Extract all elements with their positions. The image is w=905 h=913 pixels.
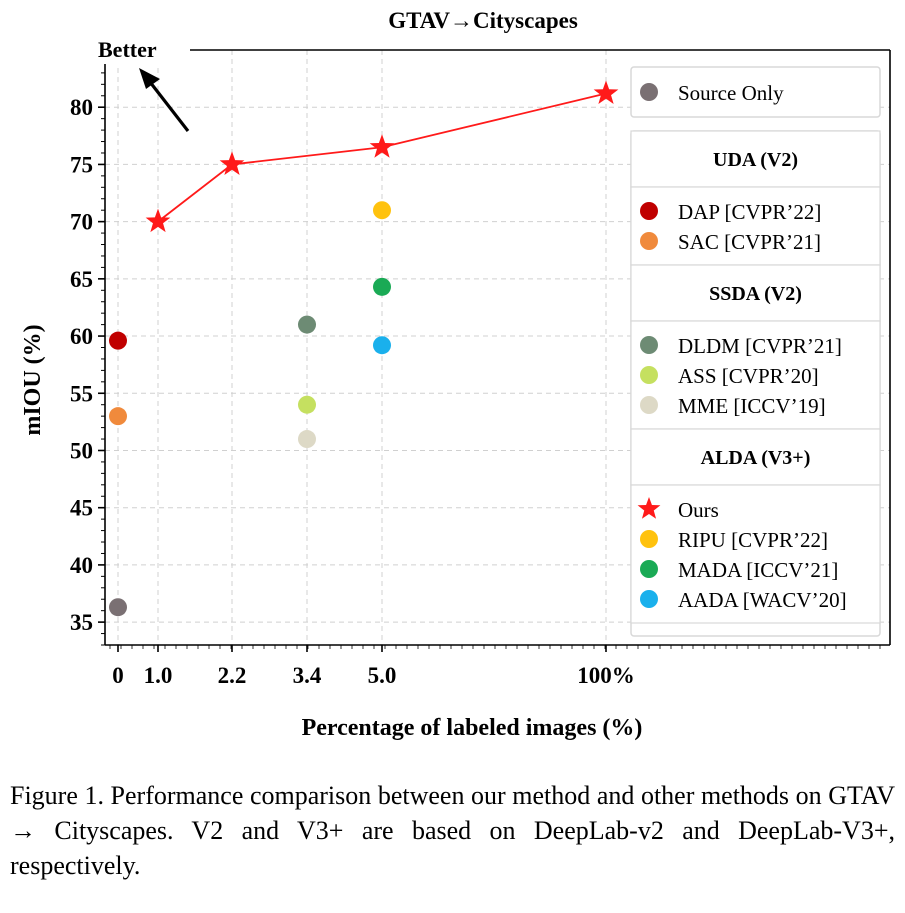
ours-line [157, 92, 607, 223]
x-tick-label: 1.0 [144, 663, 173, 688]
legend-marker [640, 336, 658, 354]
legend-label: MME [ICCV’19] [678, 394, 826, 418]
data-point [373, 277, 391, 296]
data-point [373, 336, 391, 355]
legend-group-title: ALDA (V3+) [701, 447, 811, 469]
legend: Source Only UDA (V2) DAP [CVPR’22] SAC [CVP… [630, 66, 881, 637]
y-axis-label: mIOU (%) [20, 324, 46, 435]
legend-marker [640, 560, 658, 578]
legend-marker [640, 83, 658, 101]
x-axis-label: Percentage of labeled images (%) [302, 715, 643, 741]
data-point-star [145, 208, 171, 233]
legend-marker [640, 530, 658, 548]
x-tick-label: 0 [112, 663, 124, 688]
y-axis: 35 40 45 50 55 60 65 70 75 80 [70, 60, 105, 646]
legend-label: Source Only [678, 81, 784, 105]
legend-label: ASS [CVPR’20] [678, 364, 819, 388]
data-point-star [369, 134, 395, 158]
legend-box [630, 66, 881, 118]
legend-marker [640, 396, 658, 414]
data-point-star [219, 151, 245, 175]
y-tick-label: 55 [70, 381, 93, 406]
legend-marker [640, 366, 658, 384]
legend-marker [640, 232, 658, 250]
y-tick-label: 40 [70, 553, 93, 578]
figure-caption: Figure 1. Performance comparison between… [10, 781, 895, 880]
legend-label: MADA [ICCV’21] [678, 558, 838, 582]
y-tick-label: 70 [70, 210, 93, 235]
x-tick-label: 5.0 [368, 663, 397, 688]
y-tick-label: 80 [70, 95, 93, 120]
better-label-bg [94, 34, 190, 64]
data-point [109, 598, 127, 617]
legend-label: DAP [CVPR’22] [678, 200, 821, 224]
better-arrow-icon [139, 68, 190, 132]
legend-label: SAC [CVPR’21] [678, 230, 821, 254]
legend-marker-star [637, 497, 661, 519]
data-point [298, 395, 316, 414]
legend-group-header-box [630, 428, 881, 486]
legend-marker [640, 202, 658, 220]
legend-label: Ours [678, 498, 719, 522]
legend-group-body-box [630, 484, 881, 624]
data-point [298, 430, 316, 449]
data-point [298, 315, 316, 334]
better-annotation: Better [98, 37, 157, 62]
legend-group-title: SSDA (V2) [709, 283, 802, 305]
legend-label: RIPU [CVPR’22] [678, 528, 828, 552]
x-tick-label: 100% [577, 663, 635, 688]
y-tick-label: 65 [70, 267, 93, 292]
legend-group-header-box [630, 130, 881, 188]
x-tick-label: 2.2 [218, 663, 247, 688]
legend-marker [640, 590, 658, 608]
x-axis: 0 1.0 2.2 3.4 5.0 100% [109, 645, 881, 688]
chart-title: GTAV→Cityscapes [388, 8, 578, 33]
legend-group-title: UDA (V2) [713, 149, 798, 171]
y-tick-label: 50 [70, 438, 93, 463]
data-point [109, 331, 127, 350]
legend-group-header-box [630, 264, 881, 322]
y-tick-label: 45 [70, 496, 93, 521]
y-tick-label: 35 [70, 610, 93, 635]
data-point [373, 201, 391, 220]
legend-label: AADA [WACV’20] [678, 588, 847, 612]
legend-group-body-box [630, 320, 881, 430]
data-point-star [593, 80, 619, 104]
x-tick-label: 3.4 [293, 663, 322, 688]
data-marks [109, 80, 619, 617]
chart: GTAV→Cityscapes 35 40 45 50 55 60 65 70 75 80 0 1.… [20, 8, 891, 741]
data-point [109, 407, 127, 426]
y-tick-label: 60 [70, 324, 93, 349]
grid [105, 50, 890, 645]
y-tick-label: 75 [70, 152, 93, 177]
legend-label: DLDM [CVPR’21] [678, 334, 842, 358]
